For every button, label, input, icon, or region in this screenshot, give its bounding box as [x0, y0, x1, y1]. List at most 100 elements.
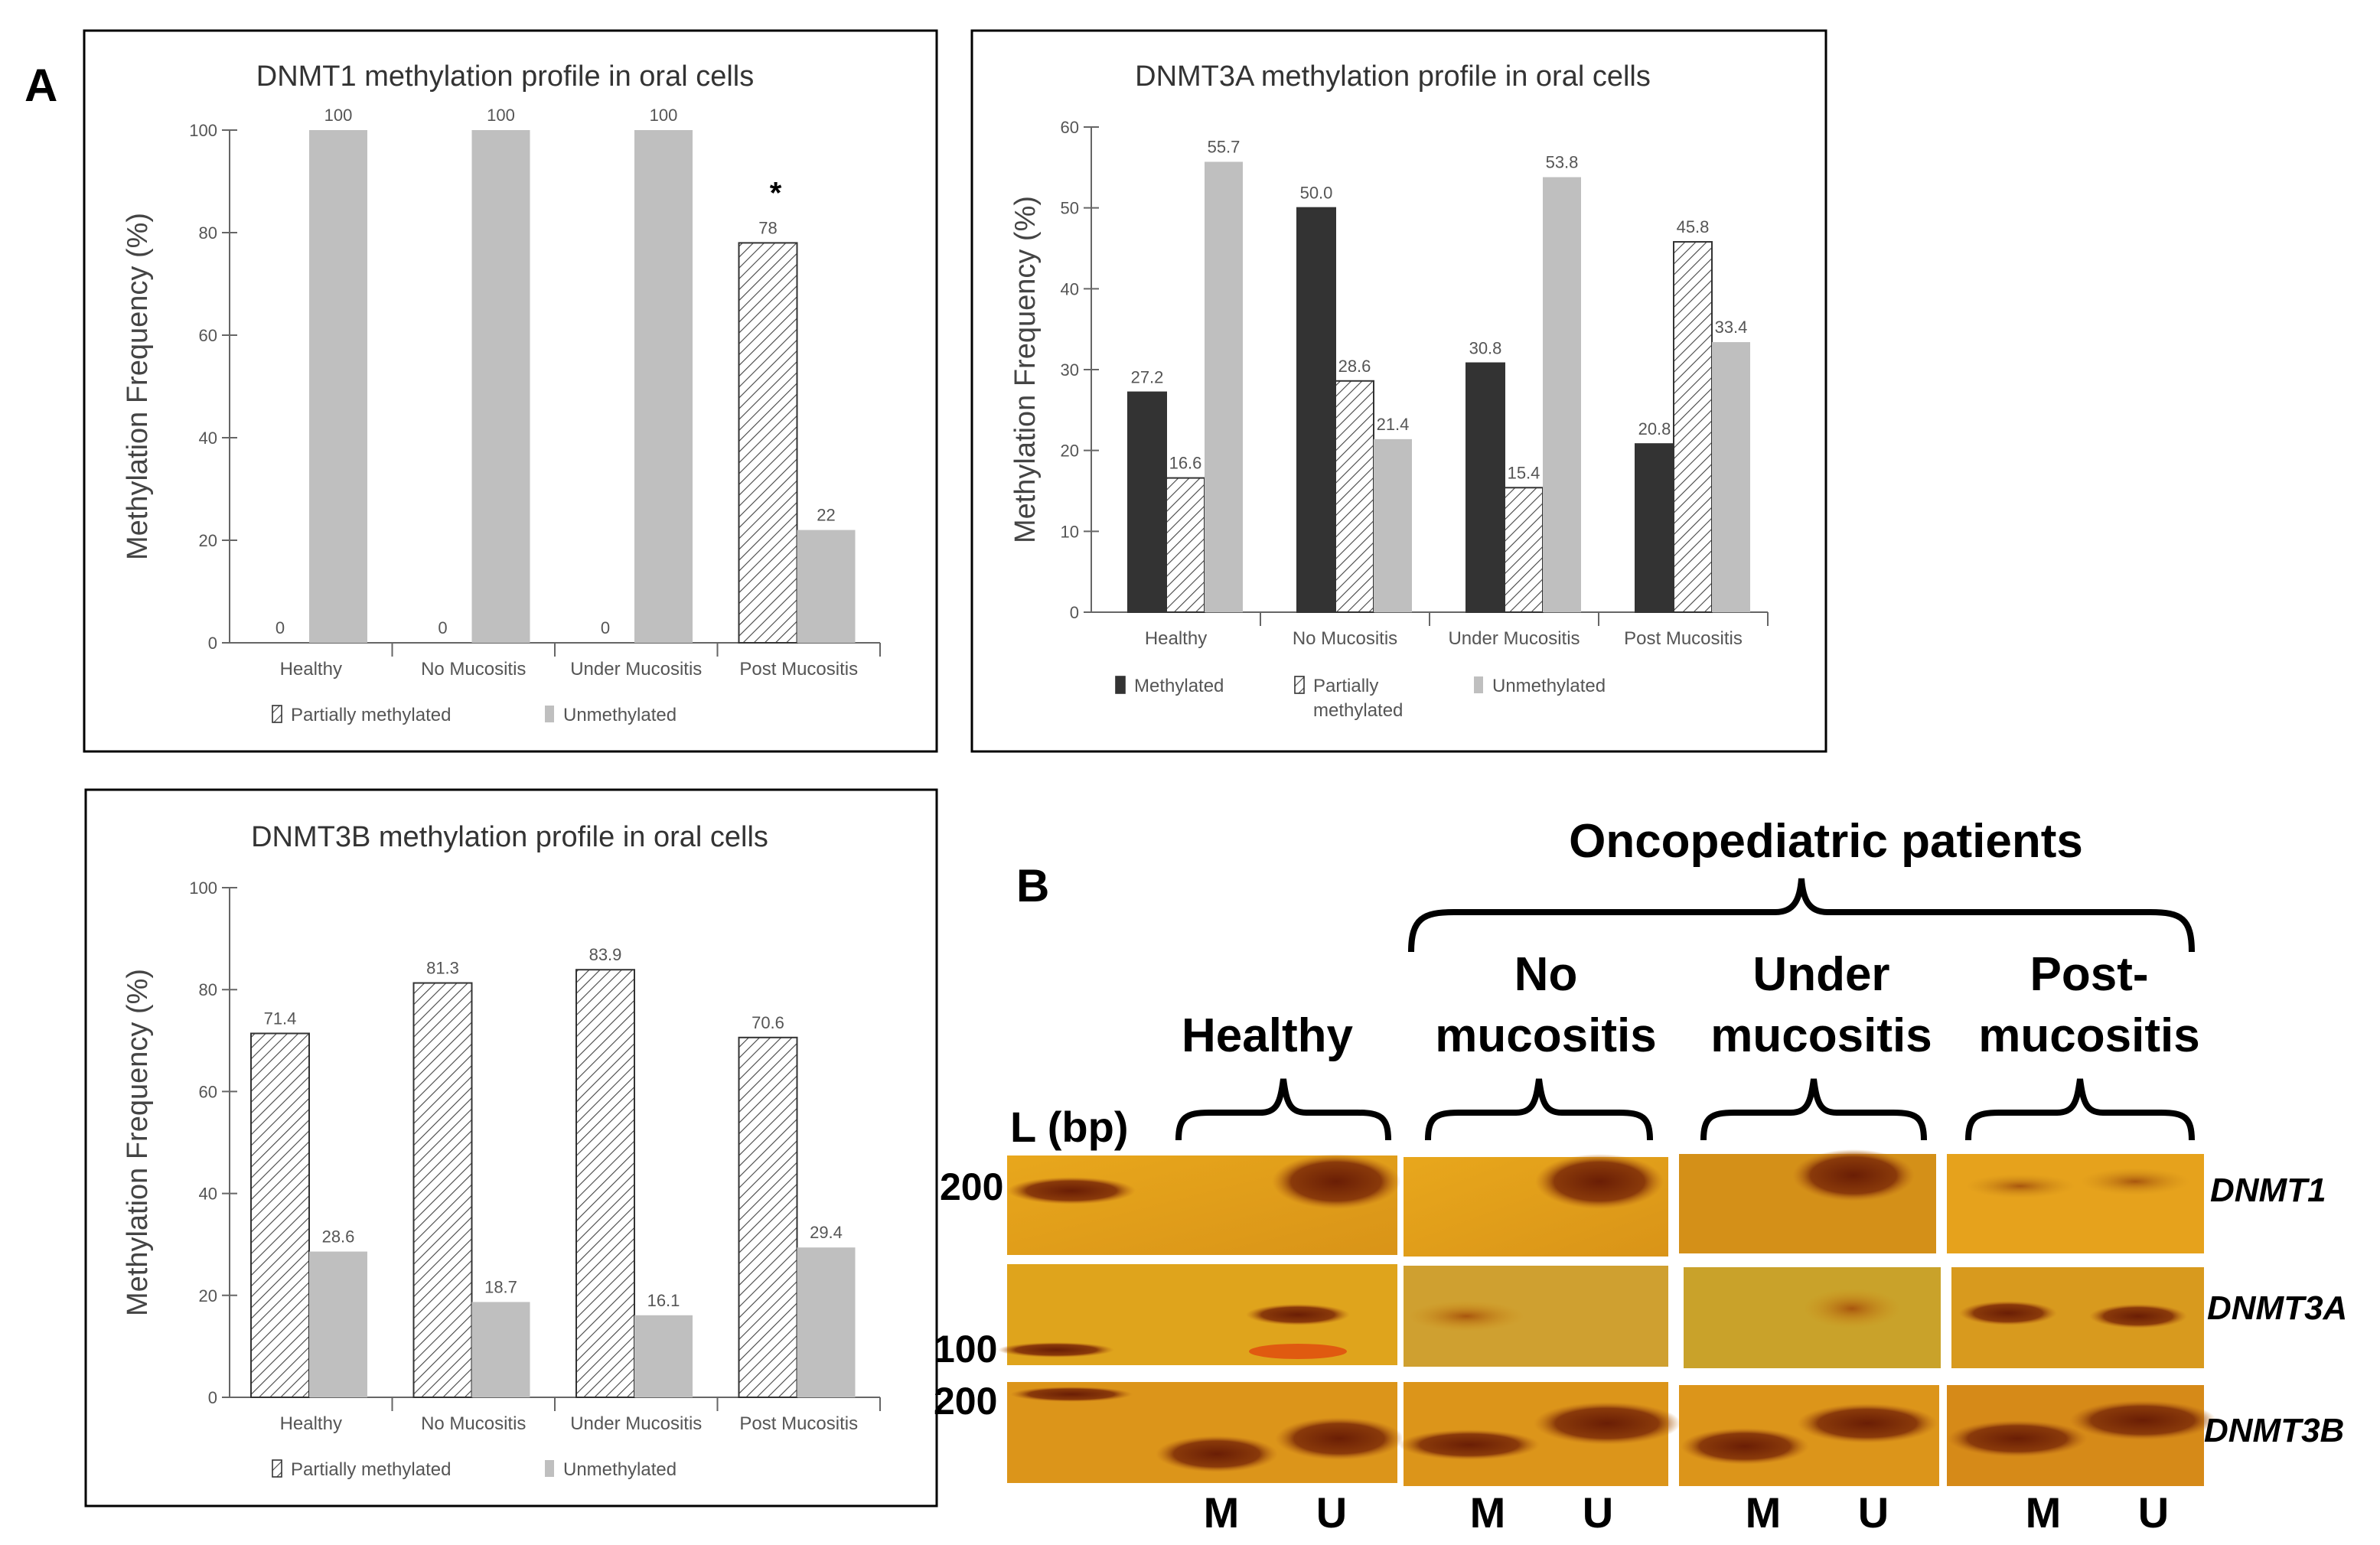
band [2080, 1168, 2190, 1195]
lane-label-u: U [1858, 1488, 1889, 1537]
band [1535, 1154, 1664, 1209]
data-label: 70.6 [751, 1013, 784, 1032]
band [1272, 1154, 1400, 1209]
legend-label: Partially methylated [291, 1459, 451, 1480]
band [1010, 1387, 1133, 1402]
data-label: 18.7 [484, 1277, 517, 1296]
y-tick-label: 40 [199, 1185, 217, 1204]
data-label: 78 [758, 218, 777, 237]
y-tick-label: 60 [199, 1082, 217, 1101]
legend-swatch-unmethylated [545, 706, 554, 722]
y-tick-label: 10 [1061, 522, 1079, 541]
legend-label: methylated [1313, 700, 1403, 721]
y-tick-label: 100 [189, 121, 217, 140]
bar [1296, 207, 1336, 613]
legend-label: Partially methylated [291, 705, 451, 725]
legend-label: Unmethylated [1492, 676, 1606, 696]
data-label: 16.6 [1169, 454, 1202, 473]
band [1681, 1428, 1809, 1465]
y-axis-label: Methylation Frequency (%) [122, 213, 154, 560]
bar [575, 969, 635, 1398]
data-label: 50.0 [1300, 184, 1333, 203]
data-label: 53.8 [1546, 153, 1579, 172]
x-tick-label: Healthy [280, 659, 342, 680]
lane-label-m: M [1470, 1488, 1506, 1537]
y-tick-label: 20 [199, 1286, 217, 1305]
data-label: 33.4 [1715, 318, 1748, 337]
data-label: 27.2 [1131, 368, 1164, 387]
band [1534, 1402, 1681, 1445]
chart-title: DNMT1 methylation profile in oral cells [256, 60, 754, 93]
group-brace [1700, 1078, 1927, 1141]
band [998, 1342, 1114, 1358]
band [1249, 1344, 1347, 1359]
data-label: 0 [438, 618, 447, 637]
size-marker-100: 100 [934, 1328, 997, 1371]
band [1959, 1301, 2057, 1325]
y-tick-label: 100 [189, 878, 217, 898]
data-label: 22 [817, 506, 835, 525]
legend-swatch-partial [1294, 676, 1305, 694]
x-tick-label: Healthy [280, 1413, 342, 1434]
bar [797, 1247, 856, 1397]
bar [412, 982, 473, 1398]
y-tick-label: 40 [1061, 279, 1079, 298]
bar [1374, 438, 1412, 612]
bar [1127, 391, 1167, 613]
y-tick-label: 60 [1061, 118, 1079, 137]
gene-label-dnmt3b: DNMT3B [2204, 1412, 2344, 1449]
data-label: 83.9 [589, 945, 622, 964]
legend-swatch-partial [272, 705, 282, 723]
chart-title: DNMT3A methylation profile in oral cells [1135, 60, 1651, 93]
band [1246, 1304, 1350, 1325]
size-marker-200: 200 [940, 1165, 1003, 1208]
significance-annotation: * [770, 176, 782, 210]
group-label: Post- [2030, 948, 2149, 1001]
x-tick-label: Post Mucositis [739, 1413, 858, 1434]
bar [1635, 443, 1674, 613]
bar [1166, 477, 1205, 613]
y-axis-label: Methylation Frequency (%) [1009, 196, 1042, 543]
gel-block-dnmt1-post [1947, 1154, 2204, 1253]
y-tick-label: 60 [199, 326, 217, 345]
band [1792, 1149, 1915, 1201]
y-tick-label: 20 [1061, 442, 1079, 461]
panel-label-b: B [1016, 860, 1049, 911]
x-tick-label: Under Mucositis [570, 1413, 702, 1434]
bar [634, 130, 693, 643]
bar [471, 130, 530, 643]
band [1408, 1301, 1524, 1332]
y-tick-label: 80 [199, 223, 217, 243]
y-tick-label: 20 [199, 531, 217, 550]
bar [1712, 342, 1750, 612]
band [1399, 1429, 1540, 1460]
data-label: 71.4 [264, 1009, 297, 1028]
bar [797, 530, 856, 643]
x-tick-label: Under Mucositis [1448, 628, 1580, 649]
bar [738, 1036, 798, 1398]
data-label: 28.6 [1338, 357, 1371, 376]
data-label: 100 [650, 106, 678, 125]
data-label: 20.8 [1638, 419, 1671, 438]
bar [309, 130, 367, 643]
group-brace [1425, 1078, 1653, 1141]
y-tick-label: 30 [1061, 360, 1079, 380]
group-label: mucositis [1710, 1009, 1932, 1062]
legend-label: Partially [1313, 676, 1378, 696]
bar [1335, 380, 1374, 613]
band [1007, 1177, 1136, 1204]
panel-label-a: A [24, 60, 57, 111]
chart-title: DNMT3B methylation profile in oral cells [251, 821, 768, 853]
gel-images [998, 1149, 2216, 1486]
legend-swatch-partial [272, 1459, 282, 1478]
data-label: 0 [601, 618, 610, 637]
bar [250, 1032, 310, 1398]
band [1803, 1289, 1901, 1328]
bar [471, 1302, 530, 1397]
bar [1465, 362, 1505, 613]
gel-title: Oncopediatric patients [1569, 815, 2083, 868]
x-tick-label: Healthy [1145, 628, 1207, 649]
y-tick-label: 0 [208, 634, 217, 653]
bar [738, 242, 798, 644]
